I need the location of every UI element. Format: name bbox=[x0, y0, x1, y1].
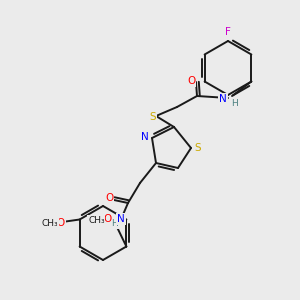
Text: H: H bbox=[231, 98, 237, 107]
Text: O: O bbox=[56, 218, 65, 227]
Text: H: H bbox=[112, 220, 118, 229]
Text: CH₃: CH₃ bbox=[41, 219, 58, 228]
Text: O: O bbox=[103, 214, 112, 224]
Text: N: N bbox=[141, 132, 149, 142]
Text: N: N bbox=[219, 94, 227, 104]
Text: F: F bbox=[225, 27, 231, 37]
Text: S: S bbox=[195, 143, 201, 153]
Text: CH₃: CH₃ bbox=[88, 216, 105, 225]
Text: O: O bbox=[105, 193, 113, 203]
Text: S: S bbox=[150, 112, 156, 122]
Text: O: O bbox=[187, 76, 195, 86]
Text: N: N bbox=[117, 214, 125, 224]
